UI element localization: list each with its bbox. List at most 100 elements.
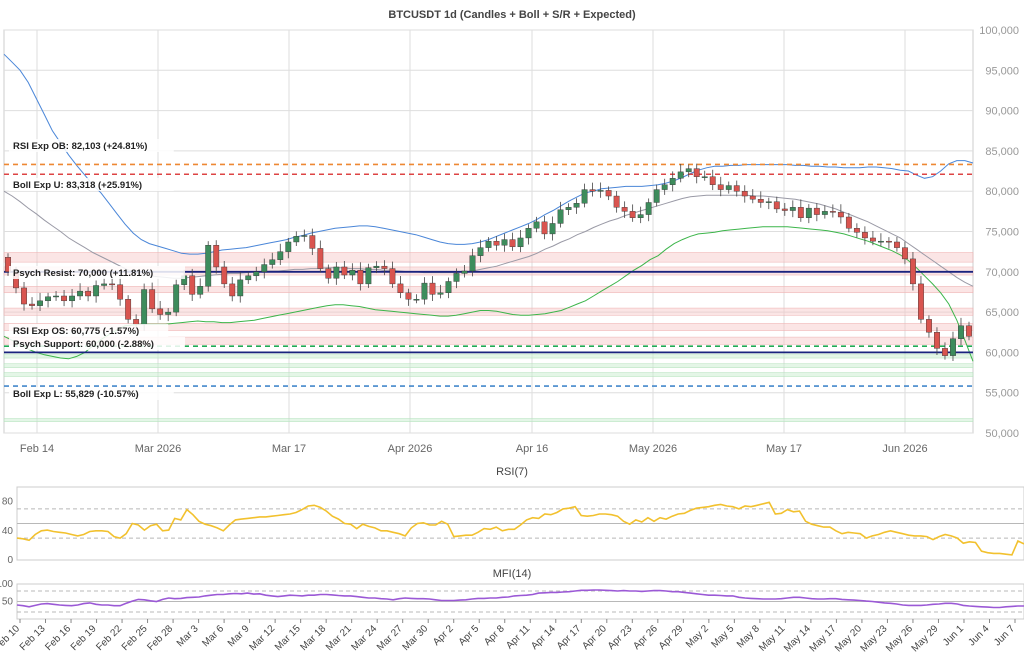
candle-up	[437, 292, 444, 295]
candle-down	[733, 185, 740, 192]
candle-down	[749, 195, 756, 200]
y-tick-label: 100	[0, 579, 13, 590]
candle-up	[821, 211, 828, 215]
y-tick-label: 50,000	[985, 428, 1019, 440]
candle-down	[21, 287, 27, 305]
candle-down	[61, 295, 67, 302]
candle-up	[93, 285, 100, 297]
candle-up	[517, 237, 524, 248]
candle-down	[813, 207, 820, 215]
candle-down	[966, 325, 972, 337]
x-tick-label: Mar 6	[200, 623, 226, 649]
candle-up	[565, 207, 572, 210]
candle-up	[37, 300, 43, 306]
x-tick-label: May 2	[684, 623, 711, 650]
candle-up	[77, 290, 84, 297]
candle-up	[685, 168, 692, 173]
candle-down	[117, 284, 124, 300]
candle-down	[213, 245, 220, 268]
support-zone	[3, 418, 974, 422]
candle-up	[237, 279, 244, 297]
candle-down	[133, 319, 140, 325]
candle-up	[485, 240, 492, 248]
x-tick-label: Mar 15	[273, 623, 303, 653]
x-tick-label: Mar 3	[175, 623, 201, 649]
candle-up	[765, 201, 772, 203]
y-tick-label: 80,000	[985, 186, 1019, 198]
candle-down	[397, 283, 404, 293]
candle-down	[613, 195, 620, 208]
x-tick-label: Feb 22	[94, 623, 124, 653]
candle-up	[197, 286, 204, 295]
y-tick-label: 80	[2, 497, 14, 508]
x-tick-label: Feb 28	[145, 623, 175, 653]
candle-up	[301, 235, 308, 237]
x-tick-label: Apr 16	[516, 443, 548, 455]
candle-down	[317, 248, 324, 269]
y-tick-label: 40	[2, 526, 14, 537]
x-tick-label: Mar 2026	[135, 443, 181, 455]
level-label: Psych Resist: 70,000 (+11.81%)	[13, 268, 153, 279]
support-zone	[3, 372, 974, 377]
main-chart-title: BTCUSDT 1d (Candles + Boll + S/R + Expec…	[388, 9, 636, 21]
candle-down	[893, 241, 900, 248]
x-tick-label: Apr 5	[457, 623, 482, 648]
mfi-panel-title: MFI(14)	[493, 568, 532, 580]
level-label: Boll Exp U: 83,318 (+25.91%)	[13, 180, 142, 191]
candle-down	[229, 283, 236, 297]
candle-up	[581, 189, 588, 204]
x-tick-label: Mar 27	[375, 623, 405, 653]
x-tick-label: Feb 19	[69, 623, 99, 653]
x-tick-label: Feb 10	[0, 623, 22, 653]
x-tick-label: Apr 29	[657, 623, 686, 652]
x-tick-label: Apr 20	[580, 623, 609, 652]
x-tick-label: Jun 2026	[882, 443, 927, 455]
candle-up	[261, 264, 268, 272]
candle-up	[165, 311, 172, 315]
candle-up	[349, 269, 356, 276]
candle-down	[541, 221, 548, 235]
level-label-bg	[9, 266, 185, 279]
candle-down	[29, 303, 35, 306]
candle-down	[926, 319, 932, 333]
x-tick-label: May 29	[910, 623, 941, 654]
candle-down	[717, 184, 724, 190]
candle-up	[701, 176, 708, 178]
x-tick-label: Apr 23	[606, 623, 635, 652]
level-label: Boll Exp L: 55,829 (-10.57%)	[13, 389, 139, 400]
support-zone	[3, 353, 974, 359]
candle-down	[309, 235, 316, 249]
resistance-zone	[3, 323, 974, 331]
candle-down	[605, 190, 612, 197]
x-tick-label: Apr 14	[529, 623, 558, 652]
candle-down	[845, 216, 852, 229]
candle-down	[853, 228, 860, 233]
candle-down	[381, 265, 388, 269]
candle-up	[469, 255, 476, 272]
candle-down	[125, 299, 132, 320]
resistance-zone	[3, 286, 974, 294]
rsi-panel-title: RSI(7)	[496, 466, 528, 478]
rsi-line	[16, 501, 1024, 556]
candle-down	[869, 237, 876, 242]
y-tick-label: 70,000	[985, 267, 1019, 279]
x-tick-label: Mar 30	[401, 623, 431, 653]
y-tick-label: 75,000	[985, 227, 1019, 239]
x-tick-label: May 14	[782, 623, 813, 654]
level-label-bg	[9, 387, 174, 400]
candle-down	[861, 232, 868, 239]
level-label: Psych Support: 60,000 (-2.88%)	[13, 339, 154, 350]
candle-down	[918, 283, 924, 320]
y-tick-label: 85,000	[985, 146, 1019, 158]
candle-down	[149, 289, 156, 310]
x-tick-label: May 20	[833, 623, 864, 654]
level-label-bg	[9, 178, 174, 191]
x-tick-label: May 23	[859, 623, 890, 654]
candle-up	[205, 245, 212, 287]
candle-up	[141, 289, 148, 325]
candle-up	[453, 273, 460, 282]
candle-up	[461, 270, 468, 274]
y-tick-label: 100,000	[979, 25, 1019, 37]
x-tick-label: Feb 25	[120, 623, 150, 653]
y-tick-label: 90,000	[985, 106, 1019, 118]
